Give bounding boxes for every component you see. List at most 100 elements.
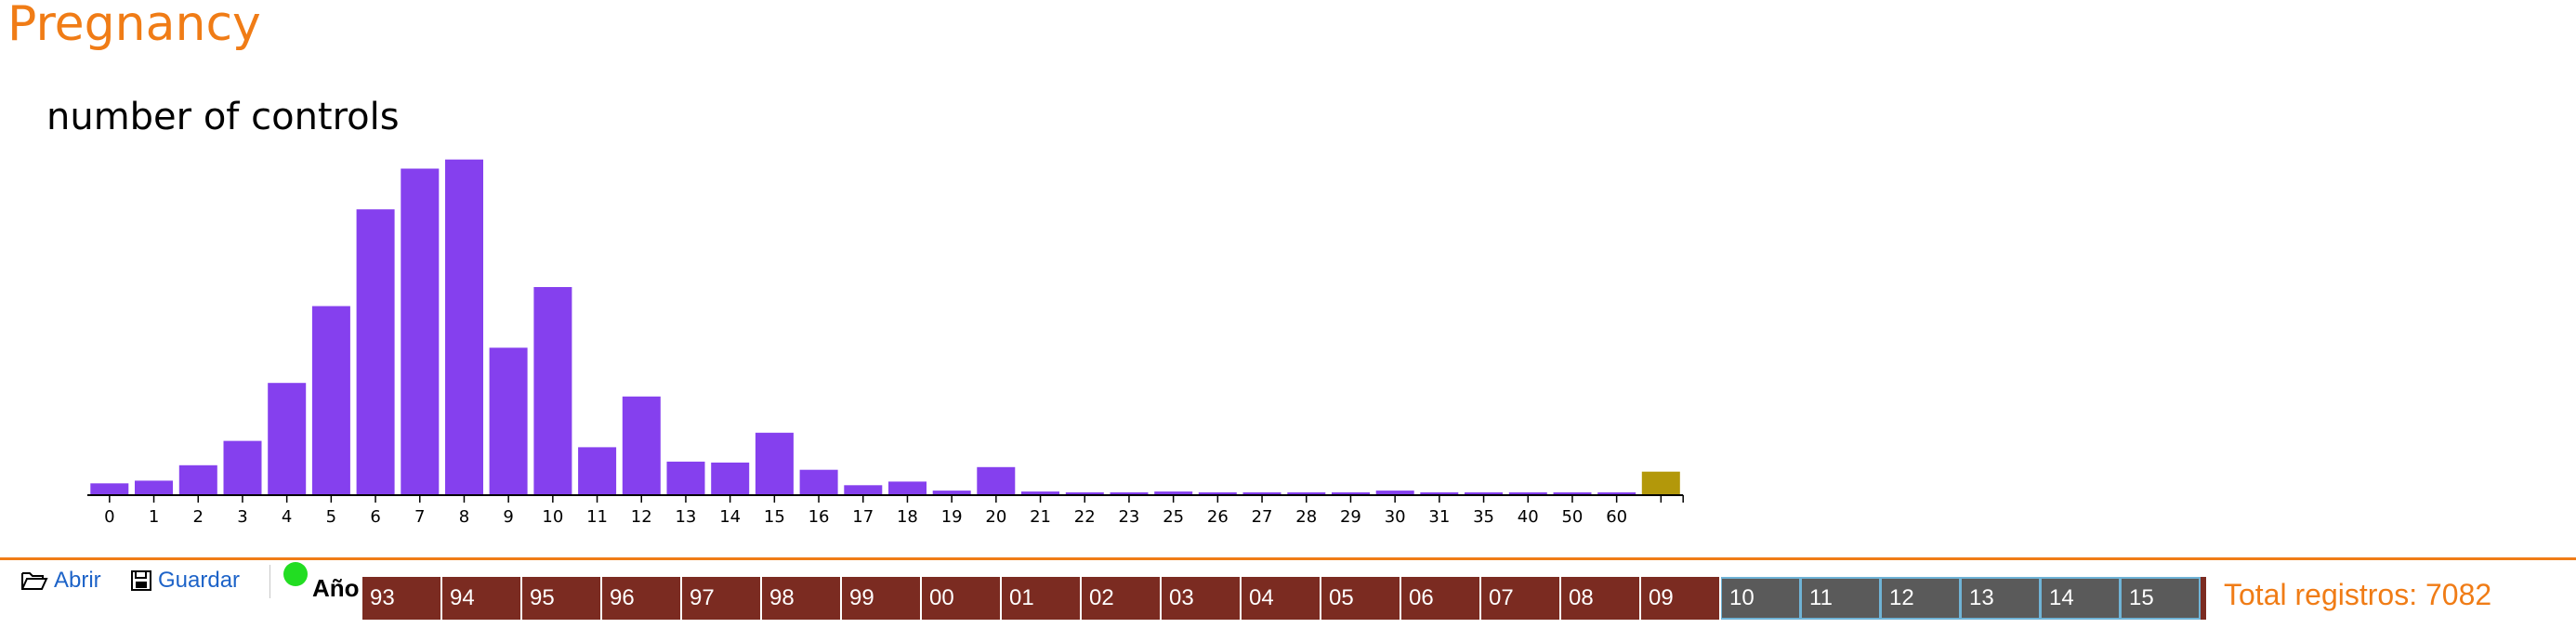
bar-2[interactable] bbox=[178, 464, 217, 494]
x-tick-label: 9 bbox=[503, 507, 513, 527]
year-cell-08[interactable]: 08 bbox=[1561, 577, 1641, 620]
bar-chart: 0 1 2 3 4 5 6 7 8 9 10 11 12 13 14 15 16 17 18 19 20 21 22 23 25… bbox=[87, 159, 1684, 527]
year-cell-13[interactable]: 13 bbox=[1961, 577, 2041, 620]
status-indicator bbox=[283, 562, 308, 586]
year-cell-94[interactable]: 94 bbox=[442, 577, 522, 620]
chart-bars bbox=[90, 159, 1680, 495]
bar-11[interactable] bbox=[578, 447, 617, 494]
x-axis bbox=[87, 494, 1684, 503]
year-cell-93[interactable]: 93 bbox=[362, 577, 442, 620]
bar-26[interactable] bbox=[1198, 492, 1237, 494]
year-cell-06[interactable]: 06 bbox=[1401, 577, 1481, 620]
year-cell-09[interactable]: 09 bbox=[1641, 577, 1721, 620]
bar-15[interactable] bbox=[755, 432, 794, 494]
year-cell-95[interactable]: 95 bbox=[522, 577, 602, 620]
save-label: Guardar bbox=[158, 568, 241, 593]
year-cell-12[interactable]: 12 bbox=[1881, 577, 1961, 620]
bar-20[interactable] bbox=[977, 466, 1016, 494]
folder-open-icon bbox=[20, 569, 48, 592]
toolbar-separator bbox=[269, 565, 270, 598]
x-tick-label: 13 bbox=[675, 507, 696, 527]
year-cell-05[interactable]: 05 bbox=[1321, 577, 1401, 620]
bar-28[interactable] bbox=[1287, 492, 1326, 494]
chart-title: number of controls bbox=[46, 96, 400, 138]
bar-0[interactable] bbox=[90, 483, 129, 494]
x-tick-label: 35 bbox=[1473, 507, 1494, 527]
bar-5[interactable] bbox=[311, 306, 350, 495]
bar-3[interactable] bbox=[223, 440, 262, 494]
x-tick-label: 27 bbox=[1252, 507, 1273, 527]
bar-25[interactable] bbox=[1154, 491, 1193, 494]
year-cell-02[interactable]: 02 bbox=[1082, 577, 1162, 620]
bar-22[interactable] bbox=[1065, 492, 1104, 494]
x-tick-label: 10 bbox=[542, 507, 563, 527]
x-tick-label: 19 bbox=[941, 507, 963, 527]
x-tick-label: 29 bbox=[1340, 507, 1361, 527]
save-button[interactable]: Guardar bbox=[130, 565, 240, 596]
year-label: Año bbox=[312, 574, 360, 602]
bar-21[interactable] bbox=[1021, 491, 1059, 494]
bar-12[interactable] bbox=[622, 396, 661, 494]
bar-35[interactable] bbox=[1465, 492, 1503, 494]
bar-9[interactable] bbox=[489, 347, 528, 494]
x-tick-label: 30 bbox=[1385, 507, 1406, 527]
x-tick-label: 5 bbox=[326, 507, 336, 527]
bar-4[interactable] bbox=[268, 383, 307, 494]
open-label: Abrir bbox=[54, 568, 101, 593]
year-cell-15[interactable]: 15 bbox=[2121, 577, 2201, 620]
year-bar-end bbox=[2201, 577, 2206, 620]
x-tick-label: 6 bbox=[370, 507, 380, 527]
year-cell-97[interactable]: 97 bbox=[682, 577, 762, 620]
year-cell-98[interactable]: 98 bbox=[762, 577, 842, 620]
x-tick-label: 23 bbox=[1118, 507, 1139, 527]
bar-60[interactable] bbox=[1597, 492, 1636, 494]
bar-40[interactable] bbox=[1508, 492, 1547, 494]
page-title: Pregnancy bbox=[7, 0, 261, 52]
bar-14[interactable] bbox=[711, 462, 750, 494]
bar-30[interactable] bbox=[1375, 491, 1414, 494]
bar-18[interactable] bbox=[888, 481, 927, 494]
bar-10[interactable] bbox=[533, 287, 572, 494]
year-cell-01[interactable]: 01 bbox=[1002, 577, 1082, 620]
open-button[interactable]: Abrir bbox=[20, 565, 101, 596]
bar-50[interactable] bbox=[1553, 492, 1592, 494]
year-cell-96[interactable]: 96 bbox=[602, 577, 682, 620]
year-cell-03[interactable]: 03 bbox=[1162, 577, 1242, 620]
x-tick-label: 2 bbox=[193, 507, 204, 527]
save-icon bbox=[130, 569, 152, 592]
bar-29[interactable] bbox=[1332, 492, 1370, 494]
x-tick-label: 0 bbox=[104, 507, 114, 527]
x-tick-label: 31 bbox=[1428, 507, 1450, 527]
bar-other[interactable] bbox=[1641, 471, 1680, 494]
x-tick-label: 4 bbox=[282, 507, 292, 527]
bar-8[interactable] bbox=[445, 159, 483, 494]
year-cell-11[interactable]: 11 bbox=[1801, 577, 1881, 620]
x-tick-label: 25 bbox=[1163, 507, 1184, 527]
year-cell-00[interactable]: 00 bbox=[922, 577, 1002, 620]
bar-17[interactable] bbox=[844, 485, 883, 494]
year-cell-10[interactable]: 10 bbox=[1721, 577, 1801, 620]
x-tick-label: 26 bbox=[1207, 507, 1229, 527]
bar-13[interactable] bbox=[666, 461, 705, 494]
bar-31[interactable] bbox=[1420, 492, 1459, 494]
x-tick-label: 8 bbox=[459, 507, 469, 527]
year-cell-99[interactable]: 99 bbox=[842, 577, 922, 620]
bar-27[interactable] bbox=[1242, 492, 1281, 494]
bar-6[interactable] bbox=[356, 209, 395, 495]
x-tick-label: 1 bbox=[149, 507, 159, 527]
x-tick-label: 28 bbox=[1295, 507, 1317, 527]
bar-7[interactable] bbox=[401, 168, 440, 495]
year-cell-07[interactable]: 07 bbox=[1481, 577, 1561, 620]
year-cell-14[interactable]: 14 bbox=[2041, 577, 2121, 620]
x-tick-label: 17 bbox=[852, 507, 874, 527]
bar-19[interactable] bbox=[932, 491, 971, 494]
x-tick-label: 11 bbox=[586, 507, 608, 527]
year-cell-04[interactable]: 04 bbox=[1242, 577, 1321, 620]
x-tick-label: 20 bbox=[985, 507, 1006, 527]
bar-1[interactable] bbox=[135, 480, 173, 494]
bar-16[interactable] bbox=[799, 469, 838, 494]
x-tick-label: 14 bbox=[719, 507, 741, 527]
bar-23[interactable] bbox=[1110, 492, 1149, 494]
total-records: Total registros: 7082 bbox=[2224, 578, 2492, 611]
x-tick-label: 15 bbox=[764, 507, 785, 527]
